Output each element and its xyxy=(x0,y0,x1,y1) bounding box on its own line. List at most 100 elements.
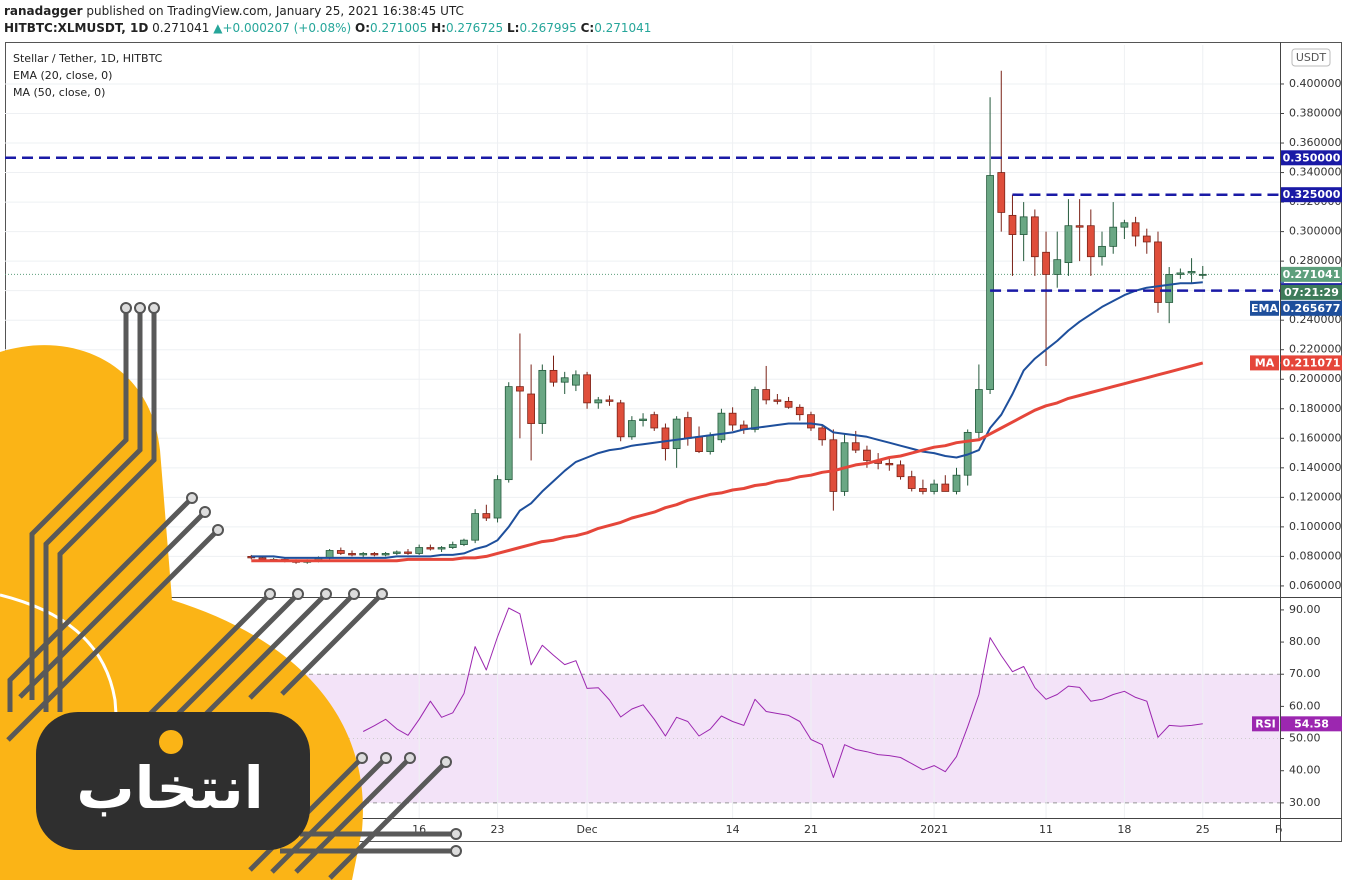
x-tick-label: 2021 xyxy=(920,823,948,836)
x-tick-label: 14 xyxy=(726,823,740,836)
candle-body xyxy=(549,369,558,383)
ohlc-value: 0.271041 xyxy=(594,21,652,35)
candle-body xyxy=(560,377,569,383)
candle-body xyxy=(1098,245,1106,258)
ohlc-value: 0.271005 xyxy=(370,21,428,35)
x-tick-label: Fe xyxy=(1275,823,1288,836)
candle-body xyxy=(1187,271,1196,274)
rsi-name-label-box xyxy=(1252,716,1279,732)
candle-body xyxy=(359,553,368,556)
candle-body xyxy=(952,474,961,492)
candle-body xyxy=(639,418,647,421)
candle-body xyxy=(1120,222,1129,228)
rsi-line xyxy=(362,607,1203,778)
candle-body xyxy=(717,412,726,441)
candle-body xyxy=(1064,225,1073,264)
candle-body xyxy=(829,439,838,492)
level-label-box xyxy=(1281,187,1342,203)
y-tick-label: 0.200000 xyxy=(1289,372,1342,385)
change: ▲+0.000207 (+0.08%) xyxy=(213,21,352,35)
ohlc-key: C: xyxy=(580,21,595,35)
candle-body xyxy=(661,427,670,450)
chart-title: Stellar / Tether, 1D, HITBTC xyxy=(13,52,163,65)
candle-body xyxy=(863,449,871,461)
candle-body xyxy=(650,414,659,429)
overlay-name-label: MA xyxy=(1255,356,1275,369)
candle-body xyxy=(448,544,457,548)
candle-body xyxy=(1154,241,1162,303)
y-tick-label: 0.340000 xyxy=(1289,166,1342,179)
y-tick-label: 0.280000 xyxy=(1289,254,1342,267)
overlay-name-label: EMA xyxy=(1251,302,1278,315)
candle-body xyxy=(482,513,491,519)
y-tick-label: 70.00 xyxy=(1289,667,1321,680)
candle-body xyxy=(616,402,625,438)
candle-body xyxy=(527,393,535,424)
y-tick-label: 0.180000 xyxy=(1289,402,1342,415)
candle-body xyxy=(605,399,614,402)
x-tick-label: 25 xyxy=(1196,823,1210,836)
candle-body xyxy=(930,483,938,492)
candle-body xyxy=(795,406,804,416)
y-tick-label: 90.00 xyxy=(1289,603,1321,616)
candle-body xyxy=(1176,272,1185,275)
candle-body xyxy=(627,420,636,438)
level-label: 0.325000 xyxy=(1283,188,1341,201)
candle-body xyxy=(762,389,771,401)
candle-body xyxy=(851,442,860,451)
level-label-box xyxy=(1281,150,1342,166)
price-label-box xyxy=(1281,266,1342,282)
overlay-value-label: 0.265677 xyxy=(1283,302,1341,315)
currency-tag xyxy=(1291,48,1331,67)
candle-body xyxy=(404,551,412,554)
countdown-label-box xyxy=(1281,284,1342,300)
rsi-name-label: RSI xyxy=(1255,717,1276,730)
candle-body xyxy=(885,462,894,466)
candle-body xyxy=(336,550,345,554)
candle-body xyxy=(348,553,356,556)
header: ranadagger published on TradingView.com,… xyxy=(4,3,651,37)
y-tick-label: 0.120000 xyxy=(1289,490,1342,503)
candle-body xyxy=(471,513,480,541)
candle-body xyxy=(672,418,681,450)
y-tick-label: 0.080000 xyxy=(1289,549,1342,562)
candle-body xyxy=(258,557,267,560)
candle-body xyxy=(572,374,580,386)
x-tick-label: 16 xyxy=(412,823,426,836)
overlay-line xyxy=(251,361,1204,563)
candle-body xyxy=(818,427,827,441)
candle-body xyxy=(919,488,927,492)
candle-body xyxy=(907,476,916,489)
candle-body xyxy=(1142,235,1151,243)
published: published on TradingView.com, January 25… xyxy=(86,4,464,18)
currency-label: USDT xyxy=(1296,51,1327,64)
candle-body xyxy=(1086,225,1095,258)
candle-body xyxy=(381,553,390,556)
y-tick-label: 0.380000 xyxy=(1289,107,1342,120)
candle-body xyxy=(370,553,379,556)
candle-body xyxy=(426,547,435,550)
candle-body xyxy=(706,434,715,452)
x-tick-label: 18 xyxy=(1117,823,1131,836)
candle-body xyxy=(975,389,983,433)
x-tick-label: 21 xyxy=(804,823,818,836)
overlay-value-label-box xyxy=(1281,355,1342,371)
header-line: ranadagger published on TradingView.com,… xyxy=(4,3,651,20)
y-tick-label: 0.140000 xyxy=(1289,461,1342,474)
candle-body xyxy=(1131,222,1140,237)
legend-entry: EMA (20, close, 0) xyxy=(13,69,112,82)
candle-body xyxy=(1030,216,1039,258)
y-tick-label: 0.220000 xyxy=(1289,343,1342,356)
candle-body xyxy=(997,172,1006,213)
candle-body xyxy=(695,436,703,452)
candle-body xyxy=(437,547,446,550)
y-tick-label: 0.300000 xyxy=(1289,225,1342,238)
header-line: HITBTC:XLMUSDT, 1D 0.271041 ▲+0.000207 (… xyxy=(4,20,651,37)
candle-body xyxy=(493,479,502,519)
overlay-name-label-box xyxy=(1250,355,1279,371)
x-tick-label: 11 xyxy=(1039,823,1053,836)
level-label: 0.350000 xyxy=(1283,151,1341,164)
ohlc-key: L: xyxy=(507,21,520,35)
author: ranadagger xyxy=(4,4,83,18)
